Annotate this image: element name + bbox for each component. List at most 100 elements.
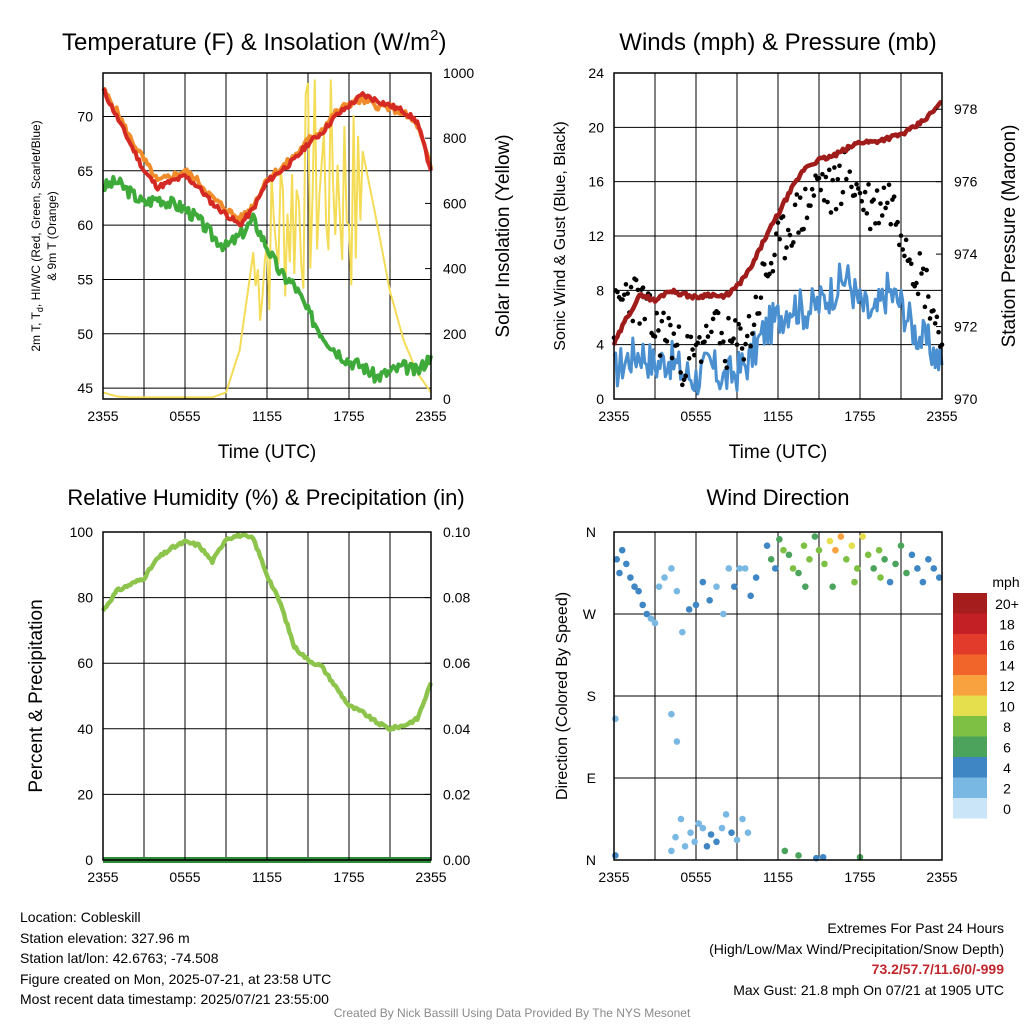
wind-direction-point xyxy=(725,565,733,572)
legend-swatch xyxy=(953,593,987,614)
gust-point xyxy=(773,231,779,237)
wind-direction-point xyxy=(679,628,686,636)
gust-point xyxy=(784,245,789,250)
x-tick-label: 1755 xyxy=(333,408,364,424)
y-tick-label: 8 xyxy=(596,282,604,298)
wind-direction-point xyxy=(643,610,651,618)
legend-swatch xyxy=(953,716,987,737)
y-tick-label: 20 xyxy=(588,119,604,135)
gust-point xyxy=(900,247,906,252)
wind-direction-point xyxy=(730,583,738,590)
legend-swatch xyxy=(953,777,987,798)
gust-point xyxy=(732,318,738,323)
wind-direction-point xyxy=(635,587,642,595)
gust-point xyxy=(809,186,815,192)
direction-tick-label: S xyxy=(587,688,596,704)
gust-point xyxy=(625,291,630,296)
wind-direction-point xyxy=(763,542,771,549)
gust-point xyxy=(821,198,827,203)
legend-label: 6 xyxy=(1003,740,1011,756)
gust-point xyxy=(878,201,883,206)
x-tick-label: 2355 xyxy=(415,408,446,424)
wind-direction-point xyxy=(877,574,884,581)
wind-direction-point xyxy=(930,565,938,572)
wind-direction-point xyxy=(687,829,694,836)
insolation-ylabel: Solar Insolation (Yellow) xyxy=(493,134,514,337)
legend-swatch xyxy=(953,798,987,819)
y-tick-label: 60 xyxy=(77,655,93,671)
wind-direction-point xyxy=(668,847,675,855)
gust-point xyxy=(828,210,834,215)
y-tick-label: 20 xyxy=(77,786,93,802)
wind-direction-point xyxy=(639,601,646,609)
legend-swatch xyxy=(953,654,987,675)
gust-point xyxy=(702,339,707,345)
created-text: Figure created on Mon, 2025-07-21, at 23… xyxy=(20,970,332,987)
x-tick-label: 0555 xyxy=(169,869,200,885)
sonic-wind-line xyxy=(612,262,944,396)
y-tick-label: 40 xyxy=(77,721,93,737)
y2-tick-label: 978 xyxy=(954,101,978,117)
gust-point xyxy=(898,233,904,238)
y-tick-label: 45 xyxy=(77,380,93,396)
wind-direction-point xyxy=(699,824,707,832)
wind-direction-point xyxy=(673,587,681,595)
gust-point xyxy=(768,260,774,266)
gust-point xyxy=(724,365,730,370)
gust-point xyxy=(659,318,665,324)
gust-point xyxy=(861,207,866,213)
wind-direction-point xyxy=(655,583,663,590)
wind-direction-point xyxy=(618,546,626,554)
gust-point xyxy=(796,230,801,235)
y-tick-label: 0 xyxy=(85,852,93,868)
wind-direction-point xyxy=(800,542,808,549)
direction-tick-label: N xyxy=(586,524,596,540)
gust-point xyxy=(803,186,808,192)
wind-direction-point xyxy=(925,556,932,563)
gust-point xyxy=(794,192,800,197)
gust-point xyxy=(623,282,629,287)
gust-point xyxy=(915,291,921,297)
gust-point xyxy=(808,203,813,208)
gust-point xyxy=(830,177,835,183)
wind-direction-point xyxy=(623,560,630,568)
gust-point xyxy=(633,277,639,283)
y2-tick-label: 0.10 xyxy=(443,524,470,540)
winds-panel: Winds (mph) & Pressure (mb) 2355 0555 1155… xyxy=(552,29,1020,463)
winds-chart-title: Winds (mph) & Pressure (mb) xyxy=(619,29,936,56)
legend-label: 20+ xyxy=(995,596,1019,612)
extremes-description: (High/Low/Max Wind/Precipitation/Snow De… xyxy=(709,940,1004,957)
gust-point xyxy=(825,199,830,205)
elevation-text: Station elevation: 327.96 m xyxy=(20,929,190,946)
legend-label: 8 xyxy=(1003,719,1011,735)
gust-point xyxy=(654,310,660,316)
wind-direction-point xyxy=(612,715,619,723)
gust-point xyxy=(731,336,736,341)
gust-point xyxy=(782,255,788,261)
wind-direction-point xyxy=(837,533,845,540)
gust-point xyxy=(777,236,783,242)
y2-tick-label: 0 xyxy=(443,391,451,407)
gust-point xyxy=(874,188,880,193)
wind-direction-point xyxy=(829,583,836,590)
wind-direction-point xyxy=(747,592,754,600)
gust-point xyxy=(818,187,824,193)
gust-point xyxy=(896,242,902,248)
gust-point xyxy=(719,330,724,336)
gust-point xyxy=(676,324,682,329)
wind-direction-point xyxy=(903,569,910,577)
gust-point xyxy=(922,304,928,310)
gust-point xyxy=(867,226,873,232)
wind-direction-point xyxy=(713,838,720,846)
y-tick-label: 24 xyxy=(588,65,604,81)
gust-point xyxy=(835,177,841,182)
wind-direction-point xyxy=(613,556,621,563)
humidity-panel: Relative Humidity (%) & Precipitation (i… xyxy=(26,485,470,885)
wind-direction-point xyxy=(781,847,789,855)
wind-direction-point xyxy=(691,838,698,846)
wind-direction-point xyxy=(651,619,659,627)
wind-direction-point xyxy=(733,836,741,844)
wind-direction-point xyxy=(819,853,827,861)
legend-label: 0 xyxy=(1003,801,1011,817)
gust-point xyxy=(683,373,689,379)
